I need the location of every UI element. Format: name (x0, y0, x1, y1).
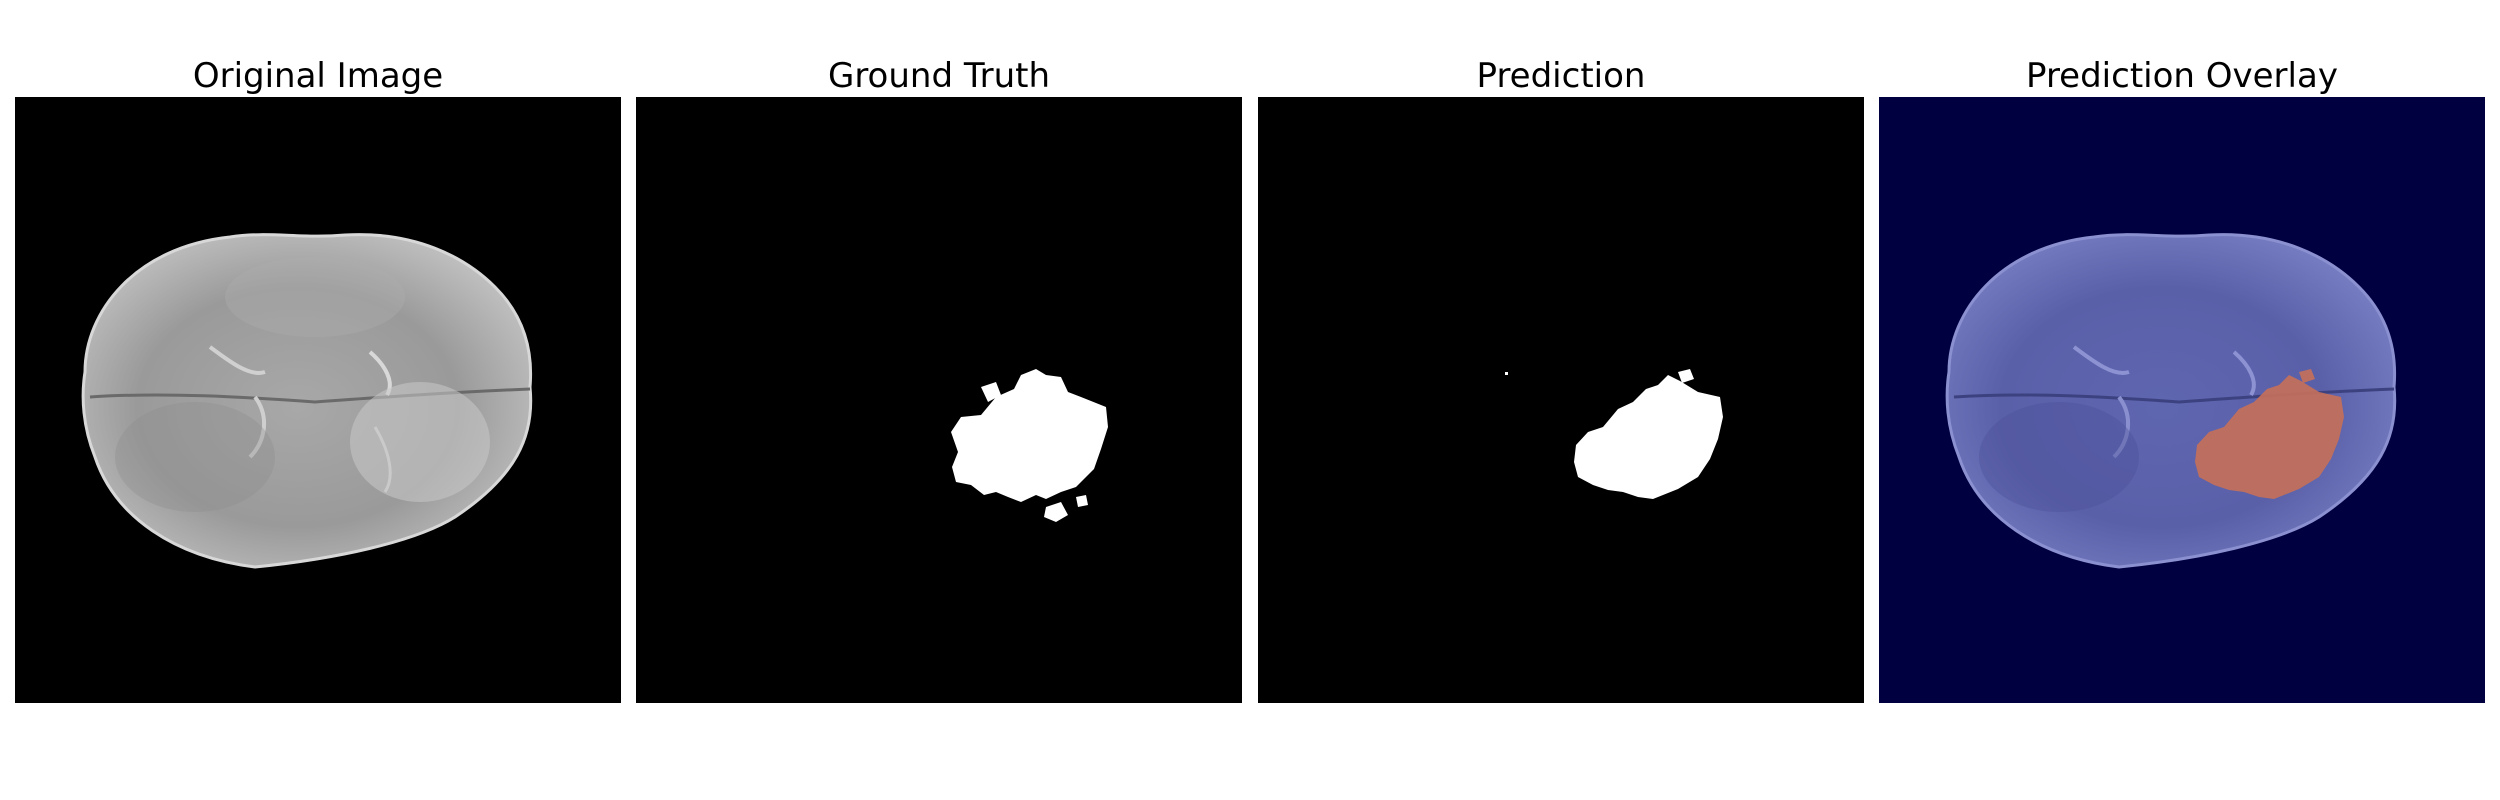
ground-truth-mask (636, 97, 1242, 703)
panel-title: Prediction (1476, 56, 1646, 96)
panel-title: Original Image (192, 56, 444, 96)
panel-title: Ground Truth (827, 56, 1051, 96)
panel-ground-truth: Ground Truth (636, 0, 1242, 800)
prediction-mask (1258, 97, 1864, 703)
panel-prediction-overlay: Prediction Overlay (1879, 0, 2485, 800)
panel-title: Prediction Overlay (2026, 56, 2338, 96)
panel-prediction: Prediction (1258, 0, 1864, 800)
prediction-overlay-image (1879, 97, 2485, 703)
panel-original-image: Original Image (15, 0, 621, 800)
original-mri-image (15, 97, 621, 703)
